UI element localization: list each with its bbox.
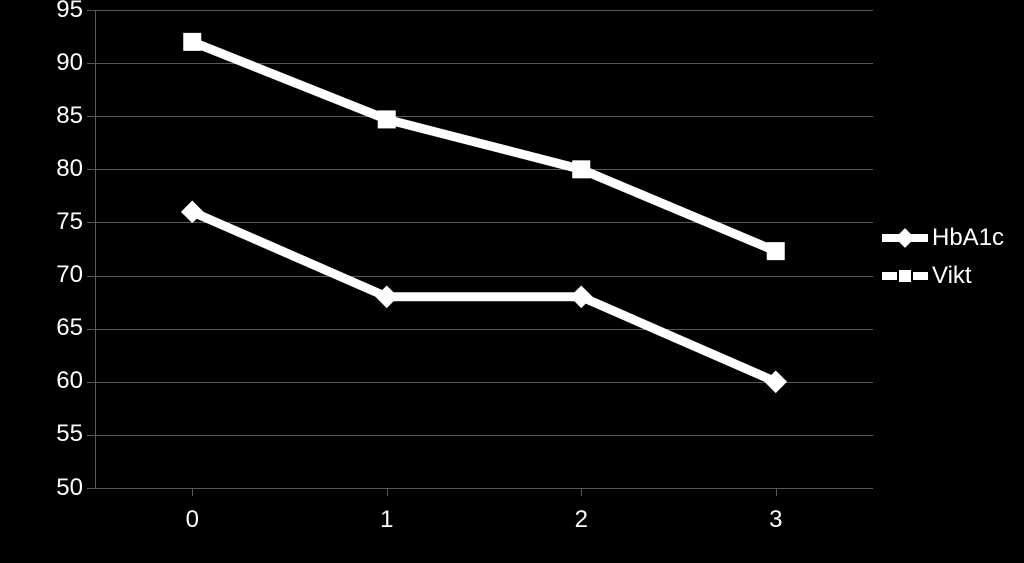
data-series (0, 0, 1024, 563)
square-marker-icon (897, 268, 913, 284)
square-marker-icon (572, 160, 590, 178)
legend-item-hba1c: HbA1c (882, 222, 1004, 254)
diamond-marker-icon (895, 228, 915, 248)
legend-item-vikt: Vikt (882, 260, 1004, 292)
series-line-vikt (192, 42, 776, 251)
square-marker-icon (378, 110, 396, 128)
line-chart: 50556065707580859095 0123 HbA1c Vikt (0, 0, 1024, 563)
legend: HbA1c Vikt (882, 222, 1004, 298)
series-line-hba1c (192, 212, 776, 382)
square-marker-icon (183, 33, 201, 51)
legend-label: Vikt (932, 262, 972, 290)
legend-swatch (882, 260, 928, 292)
legend-label: HbA1c (932, 224, 1004, 252)
square-marker-icon (767, 242, 785, 260)
legend-swatch (882, 222, 928, 254)
